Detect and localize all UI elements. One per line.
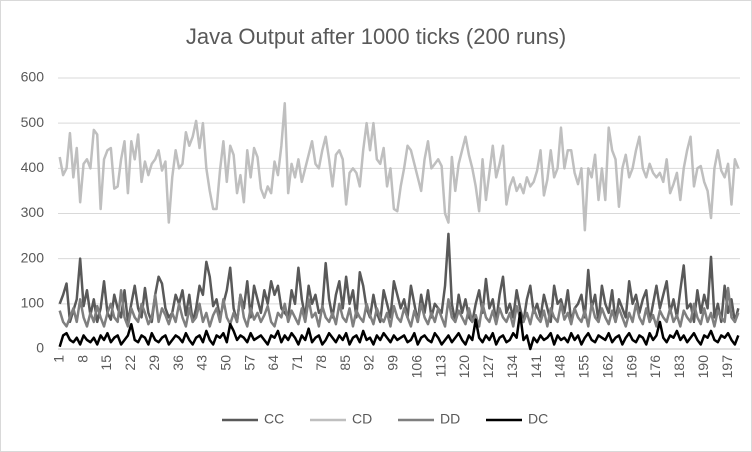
- x-tick-label: 15: [98, 355, 114, 371]
- x-tick-label: 64: [265, 355, 281, 371]
- x-tick-label: 113: [432, 355, 448, 378]
- x-tick-label: 78: [313, 355, 329, 371]
- x-tick-label: 197: [719, 355, 735, 379]
- chart-title: Java Output after 1000 ticks (200 runs): [186, 24, 566, 49]
- series-line: [58, 311, 740, 351]
- y-tick-label: 200: [21, 249, 45, 265]
- legend-label: CD: [352, 411, 372, 427]
- x-tick-label: 148: [552, 355, 568, 379]
- x-tick-label: 57: [241, 355, 257, 371]
- x-tick-label: 29: [146, 355, 162, 371]
- y-tick-label: 400: [21, 159, 45, 175]
- y-tick-label: 0: [36, 340, 44, 356]
- series-line: [58, 286, 740, 328]
- legend-label: CC: [264, 411, 284, 427]
- series-line: [58, 232, 740, 324]
- x-tick-label: 36: [170, 355, 186, 371]
- y-tick-label: 600: [21, 69, 45, 85]
- x-tick-label: 162: [599, 355, 615, 379]
- x-tick-label: 99: [385, 355, 401, 371]
- x-tick-label: 22: [122, 355, 138, 371]
- legend-label: DC: [528, 411, 548, 427]
- x-tick-label: 169: [623, 355, 639, 379]
- x-tick-label: 106: [408, 355, 424, 379]
- x-tick-label: 1: [50, 355, 66, 363]
- x-tick-label: 120: [456, 355, 472, 379]
- x-tick-label: 71: [289, 355, 305, 371]
- x-tick-label: 155: [576, 355, 592, 379]
- x-tick-label: 127: [480, 355, 496, 379]
- x-tick-label: 92: [361, 355, 377, 371]
- x-tick-label: 190: [695, 355, 711, 379]
- x-tick-label: 50: [217, 355, 233, 371]
- x-tick-label: 176: [647, 355, 663, 379]
- x-tick-label: 85: [337, 355, 353, 371]
- x-tick-label: 8: [74, 355, 90, 363]
- x-tick-label: 183: [671, 355, 687, 379]
- x-tick-label: 141: [528, 355, 544, 379]
- x-tick-label: 134: [504, 355, 520, 379]
- y-tick-label: 500: [21, 114, 45, 130]
- legend-label: DD: [440, 411, 460, 427]
- series-line: [58, 102, 740, 232]
- x-tick-label: 43: [194, 355, 210, 371]
- y-tick-label: 100: [21, 295, 45, 311]
- y-tick-label: 300: [21, 204, 45, 220]
